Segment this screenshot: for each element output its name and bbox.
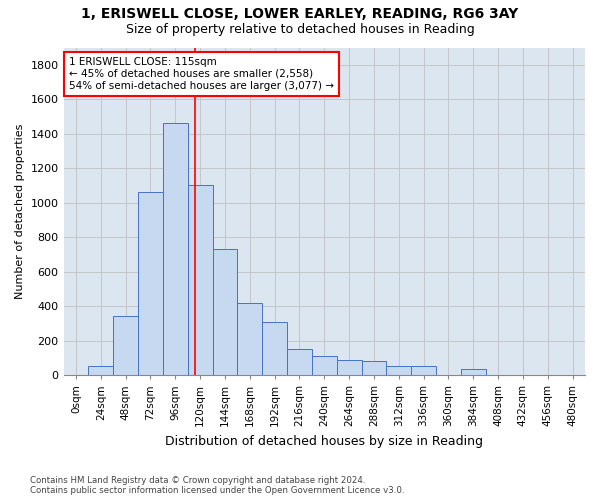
Bar bbox=[212, 249, 238, 375]
Bar bbox=[163, 124, 188, 375]
Bar bbox=[337, 360, 362, 375]
Text: Size of property relative to detached houses in Reading: Size of property relative to detached ho… bbox=[125, 22, 475, 36]
Bar bbox=[312, 356, 337, 375]
Y-axis label: Number of detached properties: Number of detached properties bbox=[15, 124, 25, 299]
Bar bbox=[386, 366, 411, 375]
Bar bbox=[238, 304, 262, 375]
Bar bbox=[113, 316, 138, 375]
Bar bbox=[287, 349, 312, 375]
Bar bbox=[461, 369, 485, 375]
Text: Contains HM Land Registry data © Crown copyright and database right 2024.
Contai: Contains HM Land Registry data © Crown c… bbox=[30, 476, 404, 495]
Text: 1, ERISWELL CLOSE, LOWER EARLEY, READING, RG6 3AY: 1, ERISWELL CLOSE, LOWER EARLEY, READING… bbox=[82, 8, 518, 22]
Bar bbox=[188, 186, 212, 375]
X-axis label: Distribution of detached houses by size in Reading: Distribution of detached houses by size … bbox=[165, 434, 483, 448]
Text: 1 ERISWELL CLOSE: 115sqm
← 45% of detached houses are smaller (2,558)
54% of sem: 1 ERISWELL CLOSE: 115sqm ← 45% of detach… bbox=[69, 58, 334, 90]
Bar bbox=[362, 361, 386, 375]
Bar bbox=[138, 192, 163, 375]
Bar bbox=[411, 366, 436, 375]
Bar bbox=[88, 366, 113, 375]
Bar bbox=[262, 322, 287, 375]
